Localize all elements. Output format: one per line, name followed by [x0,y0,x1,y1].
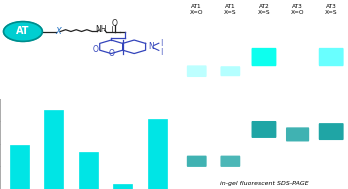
Text: O: O [92,45,98,53]
Text: O: O [112,19,118,28]
Text: X: X [55,27,61,36]
FancyBboxPatch shape [220,66,240,76]
Text: AT: AT [16,26,30,36]
FancyBboxPatch shape [319,123,343,140]
FancyBboxPatch shape [187,65,207,77]
FancyBboxPatch shape [252,121,276,138]
Text: N: N [148,42,154,51]
FancyBboxPatch shape [252,48,276,66]
Circle shape [3,22,42,41]
FancyBboxPatch shape [286,127,309,142]
Text: AT1
X=S: AT1 X=S [224,4,237,15]
Text: AT1
X=O: AT1 X=O [190,4,204,15]
Bar [9,145,29,189]
Bar [113,184,132,189]
Text: AT3
X=O: AT3 X=O [291,4,304,15]
Bar [79,152,98,189]
Text: NH: NH [96,25,107,34]
FancyBboxPatch shape [187,156,207,167]
FancyBboxPatch shape [319,48,343,66]
Text: O: O [108,50,114,59]
FancyBboxPatch shape [220,156,240,167]
Text: |: | [160,39,163,46]
Text: AT2
X=S: AT2 X=S [258,4,270,15]
Text: AT3
X=S: AT3 X=S [325,4,338,15]
Text: |: | [160,48,163,55]
Text: in-gel fluorescent SDS-PAGE: in-gel fluorescent SDS-PAGE [220,181,308,186]
Bar [44,110,63,189]
Bar [148,119,167,189]
